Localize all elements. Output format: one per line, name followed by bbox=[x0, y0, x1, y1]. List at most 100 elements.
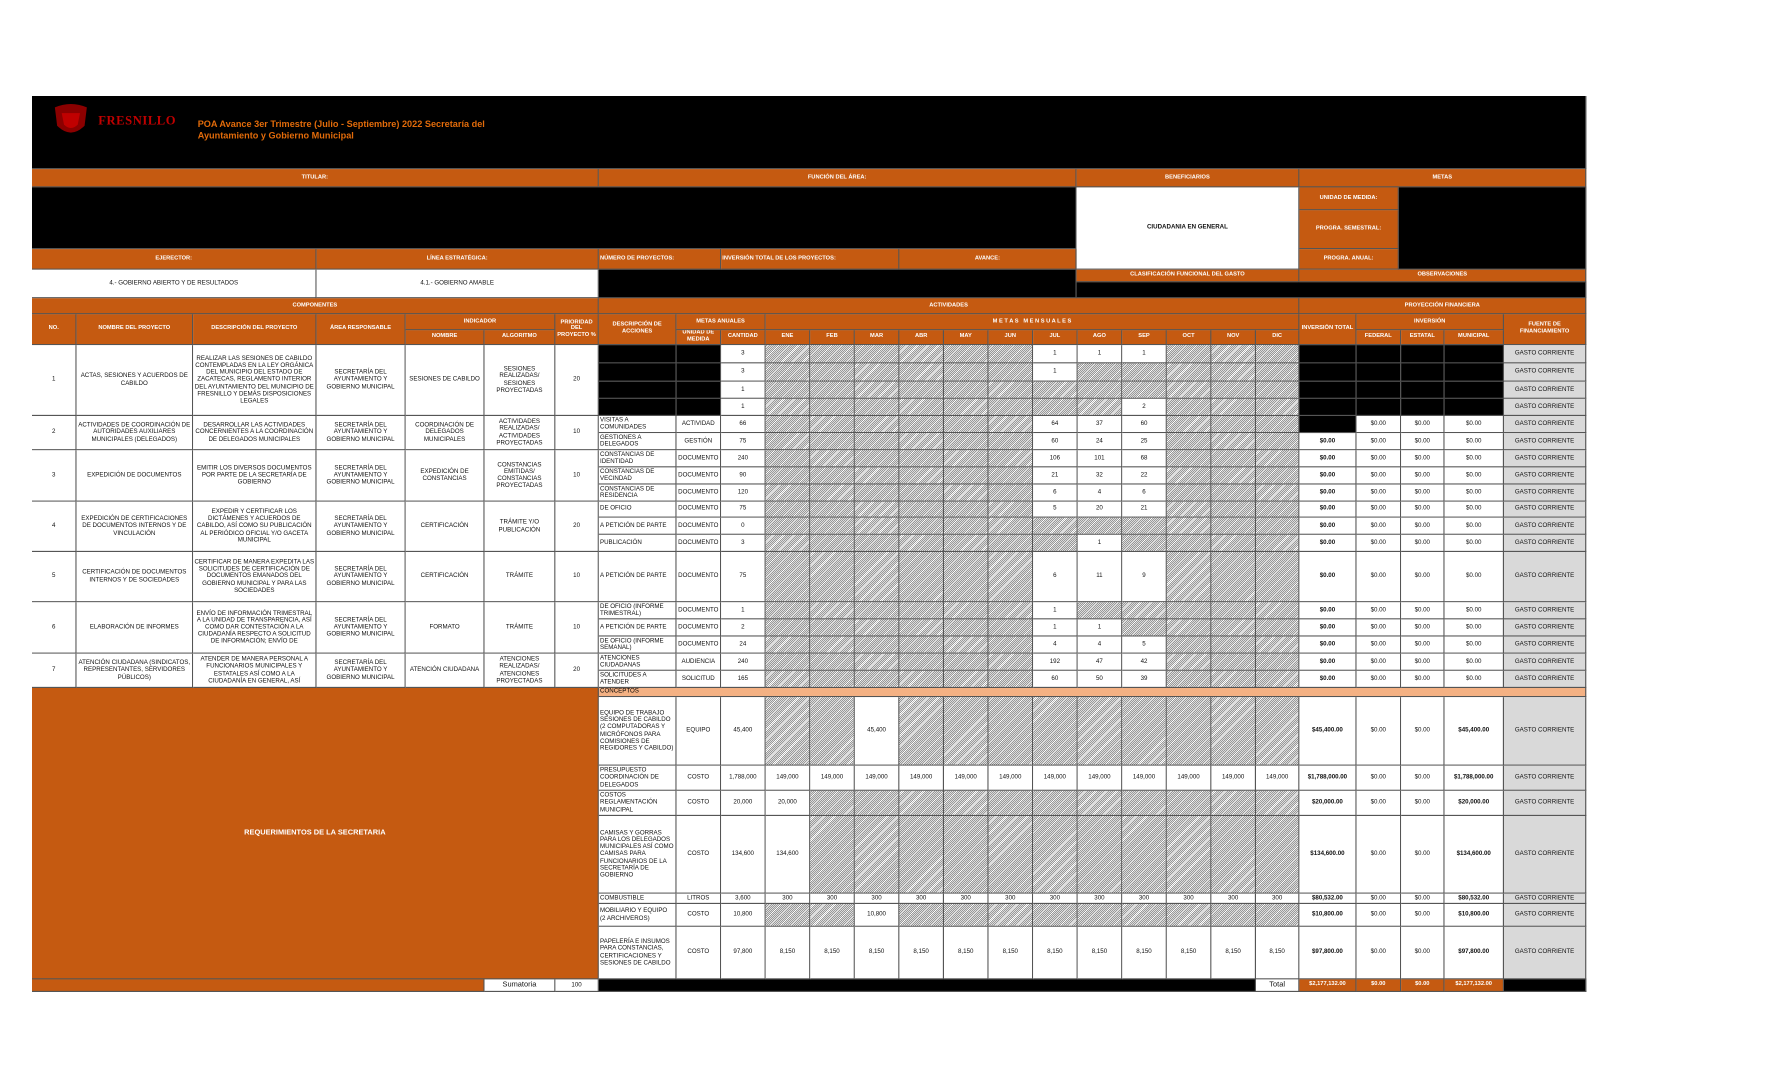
monthly-amount-hatched bbox=[988, 903, 1034, 927]
monthly-goal: 64 bbox=[1033, 415, 1078, 434]
investment-state: $0.00 bbox=[1401, 653, 1445, 671]
monthly-amount: 300 bbox=[1166, 893, 1212, 904]
investment-federal bbox=[1356, 398, 1402, 416]
monthly-goal-hatched bbox=[988, 619, 1034, 637]
monthly-goal-hatched bbox=[899, 450, 944, 468]
investment-total: $0.00 bbox=[1299, 602, 1357, 620]
monthly-goal-hatched bbox=[1255, 415, 1300, 434]
section-header: ACTIVIDADES bbox=[598, 298, 1300, 315]
indicator-name: CERTIFICACIÓN bbox=[405, 501, 485, 552]
monthly-goal-hatched bbox=[988, 602, 1034, 620]
column-header: M E T A S M E N S U A L E S bbox=[765, 314, 1300, 331]
monthly-goal-hatched bbox=[765, 653, 811, 671]
monthly-amount-hatched bbox=[810, 697, 855, 766]
monthly-goal-hatched bbox=[1166, 636, 1212, 654]
column-header: UNIDAD DE MEDIDA bbox=[676, 330, 722, 346]
monthly-goal-hatched bbox=[1211, 534, 1256, 552]
monthly-goal-hatched bbox=[810, 345, 855, 364]
annual-goal: 240 bbox=[721, 450, 766, 468]
field-value: 4.1.- GOBIERNO AMABLE bbox=[316, 269, 599, 299]
funding-source: GASTO CORRIENTE bbox=[1503, 517, 1587, 535]
funding-source: GASTO CORRIENTE bbox=[1503, 636, 1587, 654]
grand-total: $0.00 bbox=[1401, 979, 1445, 992]
project-description: REALIZAR LAS SESIONES DE CABILDO CONTEMP… bbox=[193, 345, 317, 416]
indicator-name: COORDINACIÓN DE DELEGADOS MUNICIPALES bbox=[405, 415, 485, 451]
investment-municipal: $0.00 bbox=[1444, 551, 1504, 603]
investment-municipal: $97,800.00 bbox=[1444, 926, 1504, 980]
monthly-goal-hatched bbox=[1166, 433, 1212, 451]
monthly-goal-hatched bbox=[1166, 501, 1212, 518]
monthly-goal-hatched bbox=[810, 517, 855, 535]
project-number: 3 bbox=[31, 450, 77, 502]
monthly-goal-hatched bbox=[899, 381, 944, 399]
monthly-goal-hatched bbox=[810, 381, 855, 399]
monthly-goal-hatched bbox=[1255, 602, 1300, 620]
monthly-amount-hatched bbox=[899, 790, 944, 816]
monthly-goal-hatched bbox=[1033, 381, 1078, 399]
unit-of-measure: LITROS bbox=[676, 893, 722, 904]
monthly-goal: 20 bbox=[1077, 501, 1123, 518]
investment-total: $0.00 bbox=[1299, 467, 1357, 485]
monthly-goal-hatched bbox=[943, 501, 989, 518]
monthly-goal-hatched bbox=[899, 636, 944, 654]
investment-total: $0.00 bbox=[1299, 433, 1357, 451]
monthly-goal-hatched bbox=[854, 398, 900, 416]
investment-municipal bbox=[1444, 381, 1504, 399]
annual-goal: 240 bbox=[721, 653, 766, 671]
footer-fill bbox=[598, 979, 1256, 992]
indicator-algorithm: TRÁMITE bbox=[484, 551, 556, 603]
field-label: PROGRA. ANUAL: bbox=[1299, 249, 1399, 270]
monthly-goal: 24 bbox=[1077, 433, 1123, 451]
monthly-goal-hatched bbox=[1166, 450, 1212, 468]
monthly-amount: 149,000 bbox=[765, 765, 811, 791]
monthly-goal: 37 bbox=[1077, 415, 1123, 434]
monthly-goal-hatched bbox=[1211, 398, 1256, 416]
section-header: OBSERVACIONES bbox=[1299, 269, 1587, 283]
monthly-goal-hatched bbox=[1211, 501, 1256, 518]
monthly-amount-hatched bbox=[943, 790, 989, 816]
field-label: NÚMERO DE PROYECTOS: bbox=[598, 249, 722, 270]
monthly-amount: 149,000 bbox=[988, 765, 1034, 791]
investment-state: $0.00 bbox=[1401, 450, 1445, 468]
action-description: CONSTANCIAS DE IDENTIDAD bbox=[598, 450, 677, 468]
monthly-amount-hatched bbox=[1122, 697, 1167, 766]
investment-total bbox=[1299, 363, 1357, 382]
monthly-amount: 300 bbox=[943, 893, 989, 904]
monthly-goal-hatched bbox=[1033, 517, 1078, 535]
monthly-amount: 149,000 bbox=[943, 765, 989, 791]
monthly-amount: 149,000 bbox=[1166, 765, 1212, 791]
empty-field bbox=[598, 269, 1077, 299]
monthly-amount: 149,000 bbox=[1033, 765, 1078, 791]
responsible-area: SECRETARÍA DEL AYUNTAMIENTO Y GOBIERNO M… bbox=[316, 345, 406, 416]
column-header: NOMBRE DEL PROYECTO bbox=[76, 314, 194, 346]
monthly-goal: 32 bbox=[1077, 467, 1123, 485]
investment-state bbox=[1401, 381, 1445, 399]
unit-of-measure: COSTO bbox=[676, 790, 722, 816]
monthly-amount-hatched bbox=[1166, 697, 1212, 766]
monthly-amount: 149,000 bbox=[899, 765, 944, 791]
annual-goal: 1 bbox=[721, 398, 766, 416]
monthly-goal: 1 bbox=[1122, 345, 1167, 364]
monthly-amount-hatched bbox=[899, 903, 944, 927]
project-priority: 10 bbox=[555, 602, 599, 654]
month-header: JUL bbox=[1033, 330, 1078, 346]
monthly-goal-hatched bbox=[988, 450, 1034, 468]
monthly-goal: 101 bbox=[1077, 450, 1123, 468]
monthly-amount: 8,150 bbox=[988, 926, 1034, 980]
action-description: PUBLICACIÓN bbox=[598, 534, 677, 552]
investment-total: $0.00 bbox=[1299, 653, 1357, 671]
investment-total: $0.00 bbox=[1299, 619, 1357, 637]
field-value: 4.- GOBIERNO ABIERTO Y DE RESULTADOS bbox=[31, 269, 317, 299]
monthly-goal: 42 bbox=[1122, 653, 1167, 671]
investment-state: $0.00 bbox=[1401, 903, 1445, 927]
indicator-algorithm: ACTIVIDADES REALIZADAS/ ACTIVIDADES PROY… bbox=[484, 415, 556, 451]
funding-source: GASTO CORRIENTE bbox=[1503, 415, 1587, 434]
investment-state: $0.00 bbox=[1401, 415, 1445, 434]
unit-of-measure: DOCUMENTO bbox=[676, 619, 722, 637]
annual-amount: 45,400 bbox=[721, 697, 766, 766]
project-number: 4 bbox=[31, 501, 77, 552]
monthly-goal-hatched bbox=[854, 433, 900, 451]
monthly-goal: 4 bbox=[1077, 484, 1123, 502]
investment-total: $0.00 bbox=[1299, 670, 1357, 688]
monthly-amount: 134,600 bbox=[765, 815, 811, 894]
